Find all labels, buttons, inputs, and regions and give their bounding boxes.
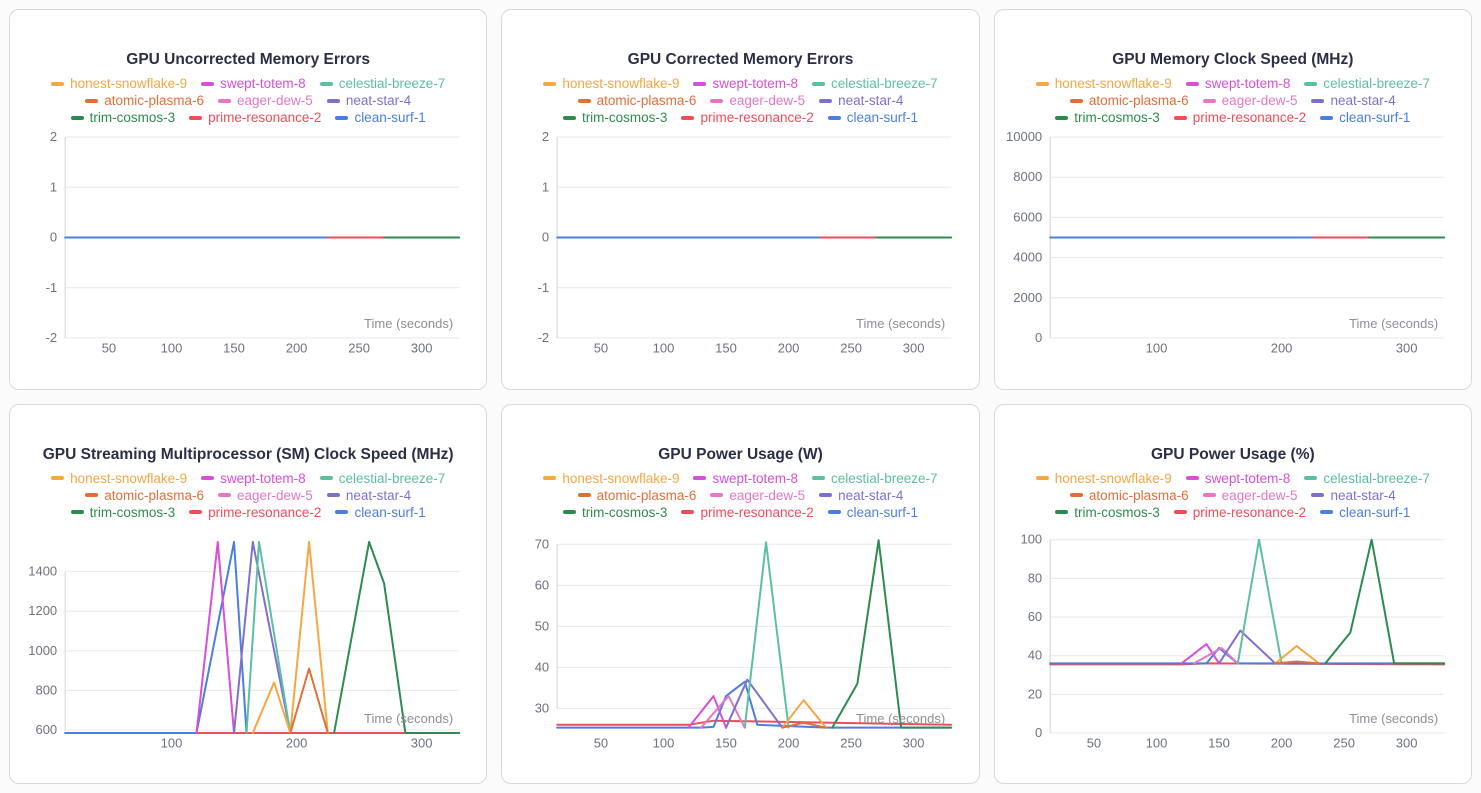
svg-text:0: 0 <box>1035 330 1042 345</box>
svg-text:20: 20 <box>1027 686 1041 701</box>
svg-text:Time (seconds): Time (seconds) <box>856 316 945 331</box>
svg-text:100: 100 <box>161 340 183 355</box>
svg-text:300: 300 <box>411 340 433 355</box>
svg-text:70: 70 <box>535 536 549 551</box>
svg-text:50: 50 <box>594 735 608 750</box>
svg-text:40: 40 <box>1027 647 1041 662</box>
svg-text:1200: 1200 <box>28 603 57 618</box>
svg-text:40: 40 <box>535 659 549 674</box>
svg-text:150: 150 <box>716 735 738 750</box>
svg-text:2000: 2000 <box>1013 290 1042 305</box>
svg-text:50: 50 <box>594 340 608 355</box>
svg-text:200: 200 <box>286 340 308 355</box>
svg-text:-1: -1 <box>46 280 58 295</box>
svg-text:2: 2 <box>50 129 57 144</box>
svg-text:100: 100 <box>653 735 675 750</box>
svg-text:200: 200 <box>1270 735 1292 750</box>
svg-text:6000: 6000 <box>1013 209 1042 224</box>
svg-text:150: 150 <box>716 340 738 355</box>
svg-text:150: 150 <box>223 340 245 355</box>
svg-text:-1: -1 <box>538 280 550 295</box>
svg-text:1000: 1000 <box>28 642 57 657</box>
svg-text:Time (seconds): Time (seconds) <box>1349 316 1438 331</box>
svg-text:Time (seconds): Time (seconds) <box>364 711 453 726</box>
svg-text:4000: 4000 <box>1013 250 1042 265</box>
svg-text:300: 300 <box>903 735 925 750</box>
svg-text:250: 250 <box>1333 735 1355 750</box>
svg-text:1: 1 <box>542 179 549 194</box>
svg-text:-2: -2 <box>46 330 58 345</box>
svg-text:10000: 10000 <box>1006 129 1042 144</box>
svg-text:8000: 8000 <box>1013 169 1042 184</box>
svg-text:200: 200 <box>778 735 800 750</box>
svg-text:1400: 1400 <box>28 563 57 578</box>
svg-text:150: 150 <box>1208 735 1230 750</box>
svg-text:250: 250 <box>348 340 370 355</box>
svg-text:200: 200 <box>286 735 308 750</box>
svg-text:0: 0 <box>542 230 549 245</box>
svg-text:60: 60 <box>535 577 549 592</box>
svg-text:600: 600 <box>35 722 57 737</box>
svg-text:50: 50 <box>102 340 116 355</box>
svg-text:300: 300 <box>903 340 925 355</box>
svg-text:2: 2 <box>542 129 549 144</box>
svg-text:30: 30 <box>535 700 549 715</box>
svg-text:-2: -2 <box>538 330 550 345</box>
svg-text:300: 300 <box>1395 735 1417 750</box>
svg-text:200: 200 <box>1270 340 1292 355</box>
svg-text:60: 60 <box>1027 609 1041 624</box>
svg-text:250: 250 <box>841 735 863 750</box>
svg-text:50: 50 <box>1086 735 1100 750</box>
svg-text:250: 250 <box>841 340 863 355</box>
svg-text:100: 100 <box>653 340 675 355</box>
svg-text:100: 100 <box>161 735 183 750</box>
svg-text:Time (seconds): Time (seconds) <box>364 316 453 331</box>
svg-text:300: 300 <box>1395 340 1417 355</box>
svg-text:0: 0 <box>50 230 57 245</box>
svg-text:0: 0 <box>1035 725 1042 740</box>
svg-text:Time (seconds): Time (seconds) <box>856 711 945 726</box>
svg-text:50: 50 <box>535 618 549 633</box>
svg-text:300: 300 <box>411 735 433 750</box>
svg-text:200: 200 <box>778 340 800 355</box>
svg-text:1: 1 <box>50 179 57 194</box>
svg-text:100: 100 <box>1020 531 1042 546</box>
svg-text:800: 800 <box>35 682 57 697</box>
svg-text:80: 80 <box>1027 570 1041 585</box>
svg-text:Time (seconds): Time (seconds) <box>1349 711 1438 726</box>
svg-text:100: 100 <box>1145 735 1167 750</box>
svg-text:100: 100 <box>1145 340 1167 355</box>
